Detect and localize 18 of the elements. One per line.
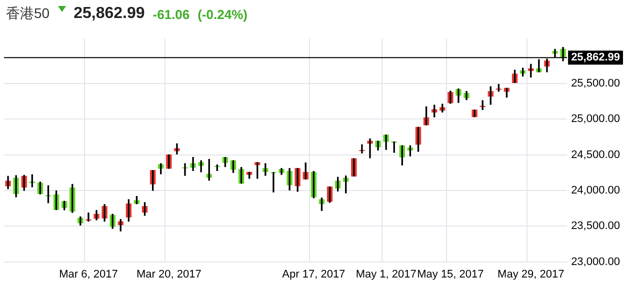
- candlestick: [472, 110, 478, 118]
- text: -61.06: [152, 6, 190, 22]
- x-tick-label: May 29, 2017: [498, 268, 564, 280]
- y-tick-label: 25,000.00: [571, 113, 620, 126]
- text: 25,862.99: [74, 5, 145, 23]
- x-tick-label: Mar 20, 2017: [136, 268, 202, 280]
- ref-line-label: 25,862.99: [571, 52, 620, 64]
- x-tick-label: May 1, 2017: [356, 268, 416, 280]
- y-tick-label: 23,500.00: [571, 220, 620, 232]
- y-tick-label: 24,500.00: [571, 148, 620, 161]
- y-tick-label: 25,500.00: [571, 78, 620, 90]
- chart-title: 香港50: [6, 5, 50, 23]
- y-tick-label: 23,000.00: [571, 256, 620, 268]
- x-tick-label: Mar 6, 2017: [59, 268, 118, 280]
- x-tick-label: Apr 17, 2017: [282, 268, 346, 280]
- text: (-0.24%): [198, 6, 248, 22]
- x-tick-label: May 15, 2017: [417, 268, 484, 280]
- y-tick-label: 24,000.00: [571, 184, 620, 197]
